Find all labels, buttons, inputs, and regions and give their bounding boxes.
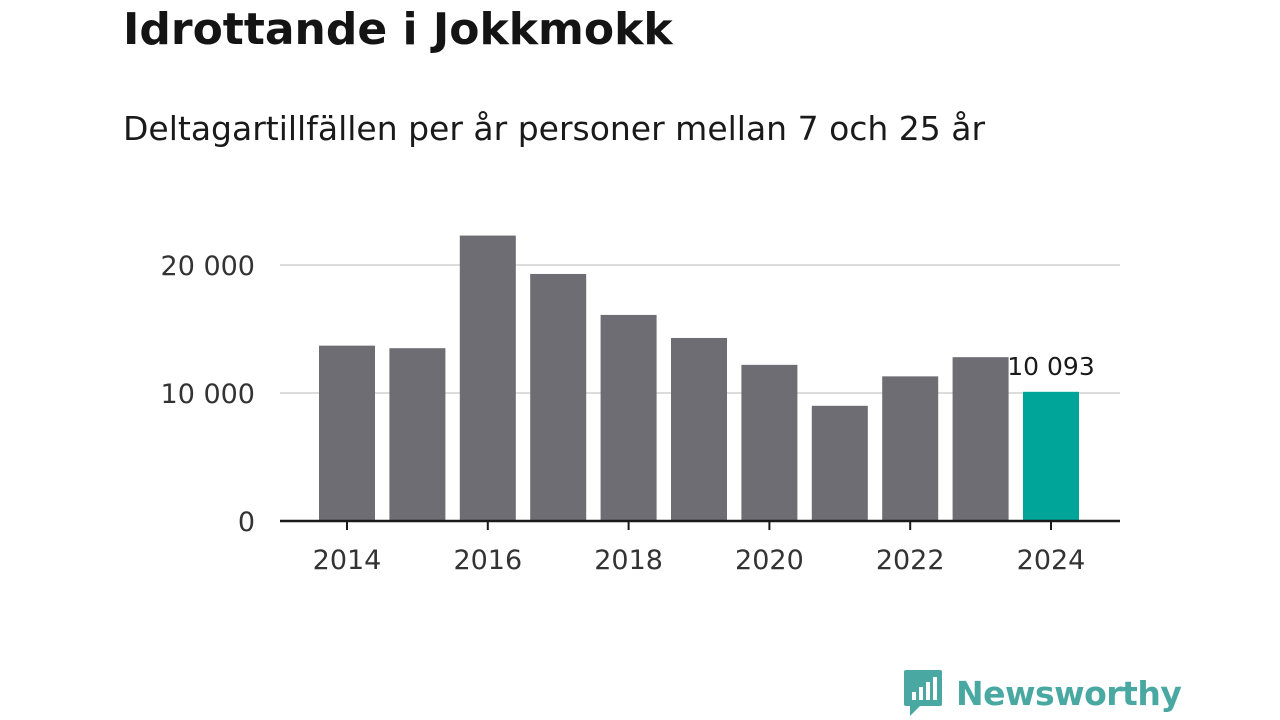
y-tick-label: 20 000 (161, 251, 255, 282)
bar-2017 (530, 273, 587, 521)
x-tick-label: 2016 (453, 545, 522, 576)
y-tick-label: 10 000 (161, 379, 255, 410)
bar-2019 (671, 337, 727, 521)
data-label-2024: 10 093 (1007, 352, 1094, 381)
bar-2014 (319, 345, 375, 521)
bar-2022 (882, 376, 939, 521)
brand-name: Newsworthy (956, 673, 1182, 713)
x-tick-label: 2020 (735, 545, 804, 576)
bar-2021 (811, 405, 868, 521)
x-tick-label: 2022 (876, 545, 945, 576)
bar-chart-speech-bubble-icon (904, 670, 942, 716)
y-tick-label: 0 (238, 507, 255, 538)
chart-title: Idrottande i Jokkmokk (123, 4, 673, 55)
bar-2016 (459, 235, 516, 521)
x-tick-label: 2018 (594, 545, 663, 576)
x-tick-label: 2024 (1017, 545, 1086, 576)
brand-logo: Newsworthy (902, 668, 1182, 718)
x-tick-label: 2014 (313, 545, 382, 576)
chart-subtitle: Deltagartillfällen per år personer mella… (123, 109, 986, 148)
bar-2018 (600, 314, 657, 521)
bar-2015 (389, 348, 446, 521)
bar-2024 (1023, 391, 1079, 521)
bar-2023 (952, 357, 1009, 521)
bar-2020 (741, 364, 798, 521)
